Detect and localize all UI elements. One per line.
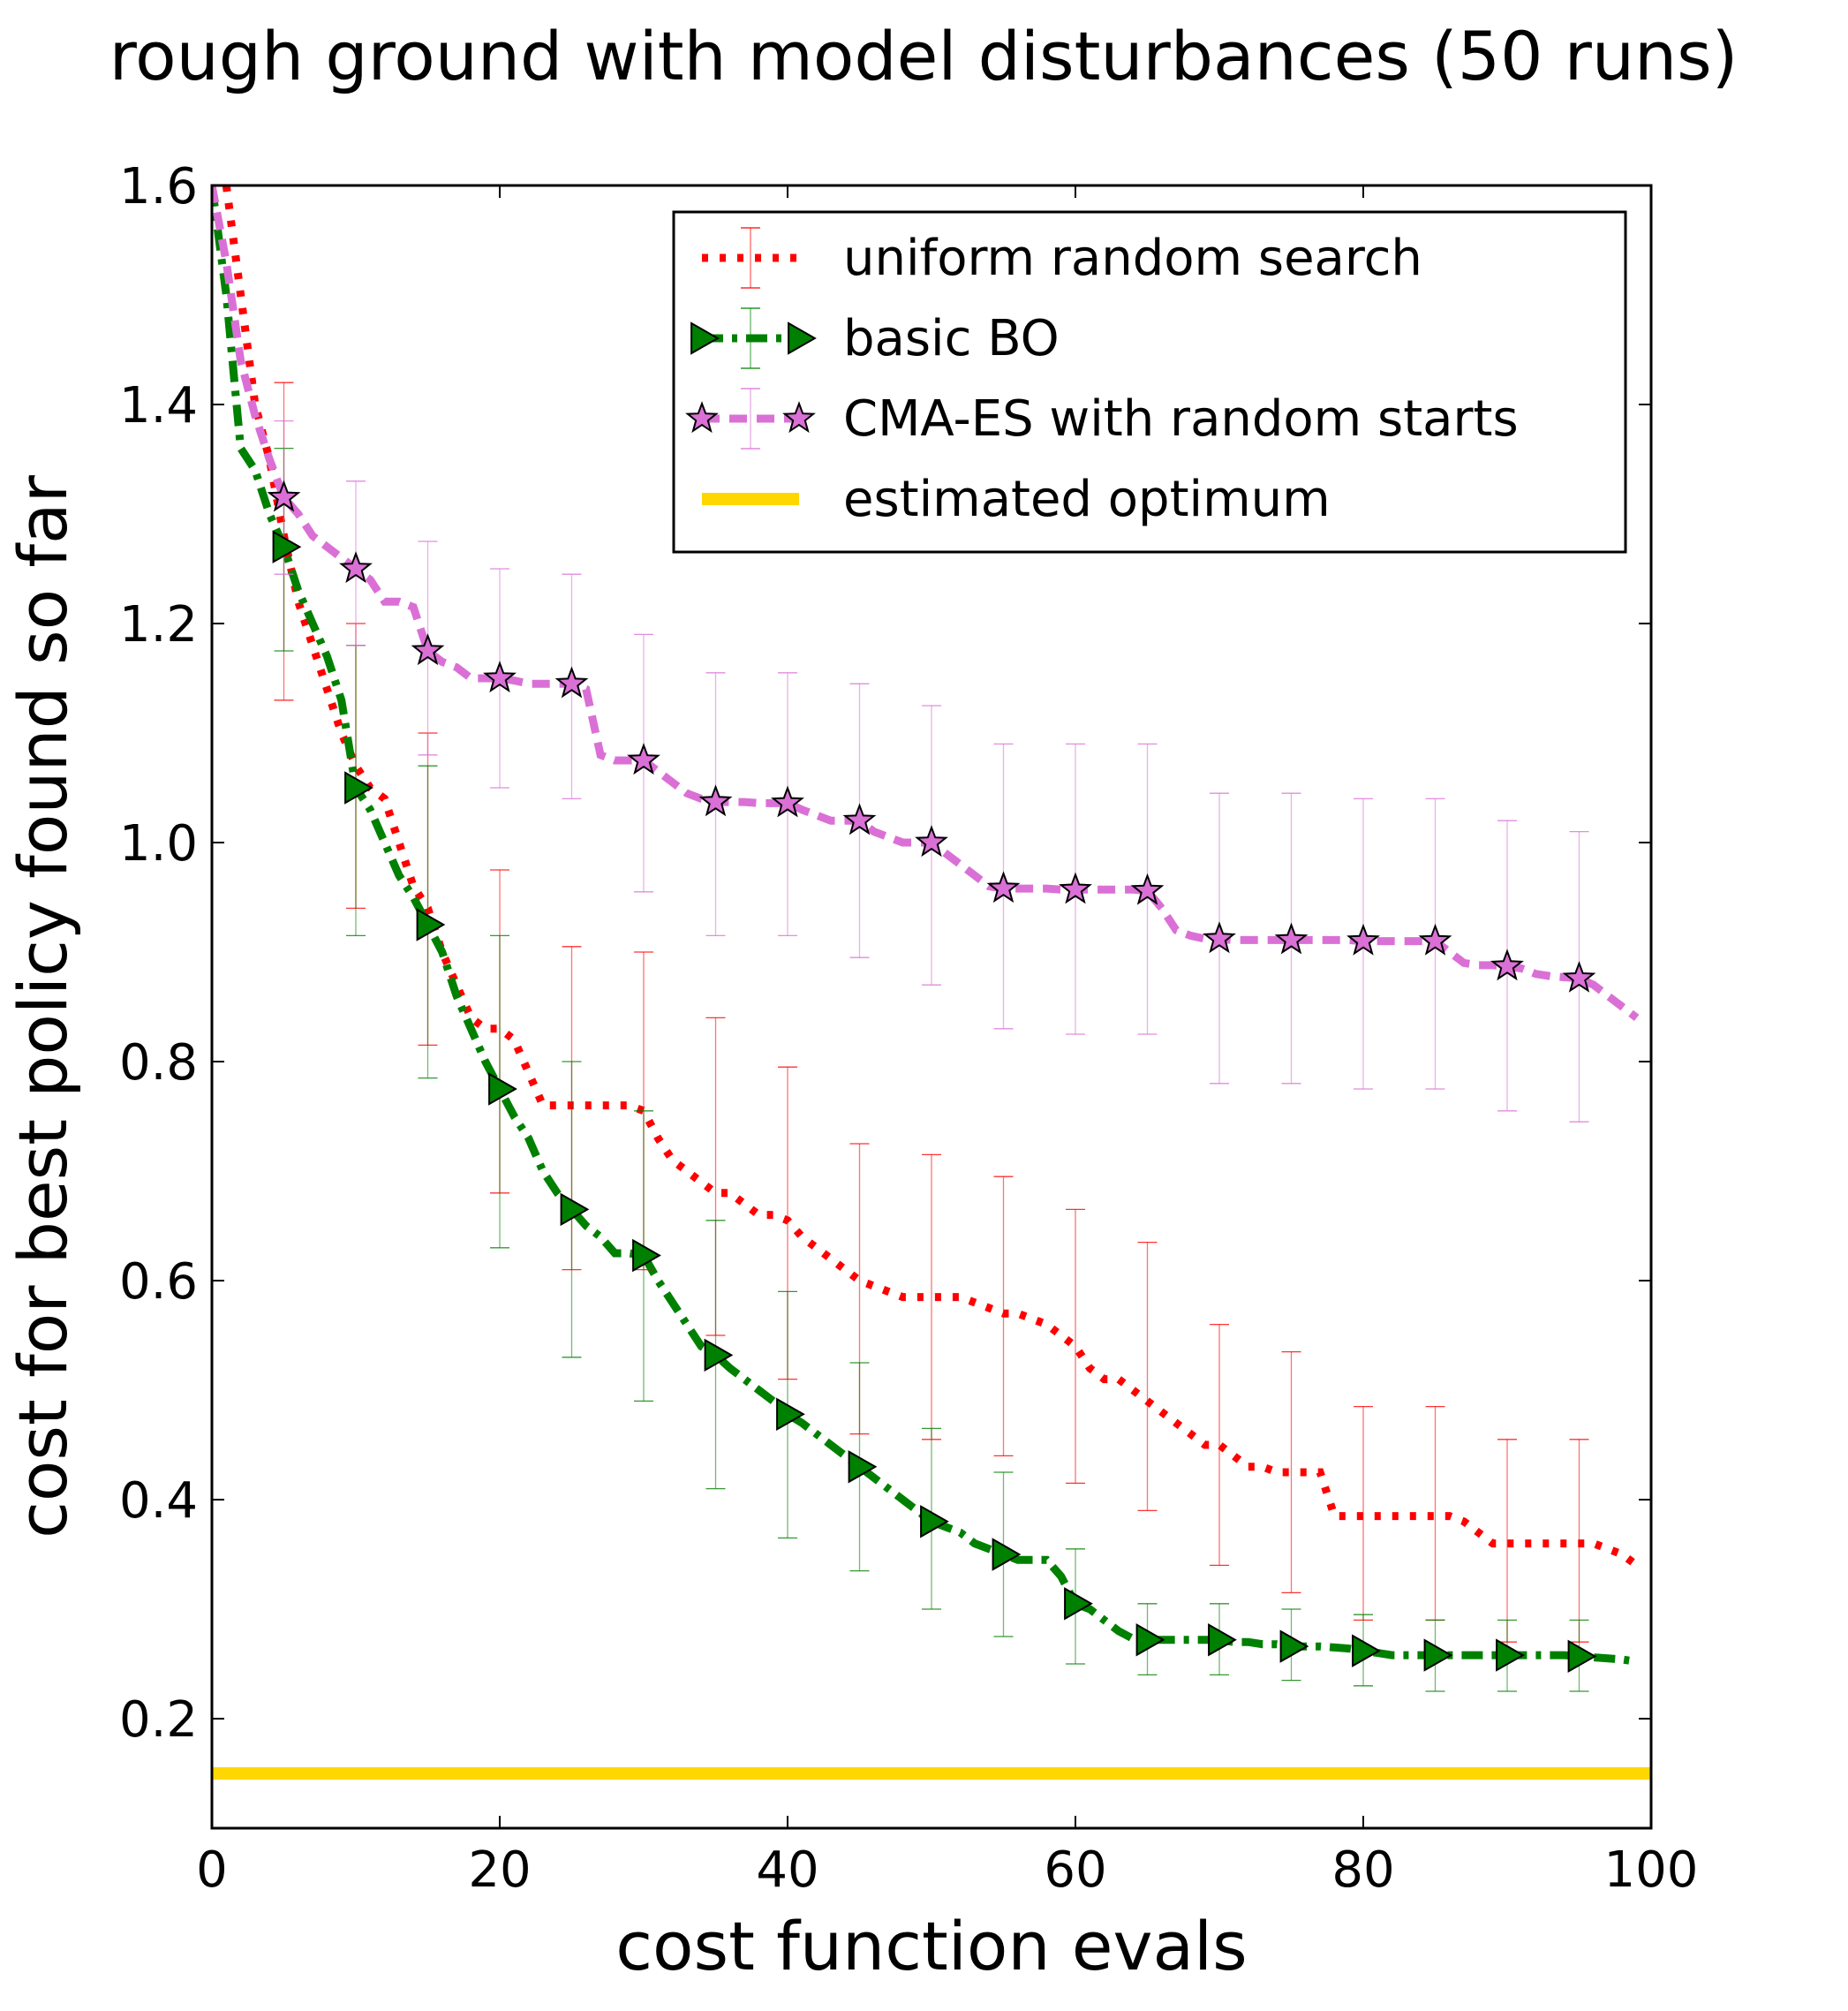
plot-frame — [210, 184, 1653, 1830]
y-tick-label: 0.6 — [119, 1253, 198, 1311]
legend: uniform random search basic BO CMA-ES with… — [672, 210, 1627, 554]
cma-es-with-random-starts-marker — [915, 825, 948, 858]
basic-bo-marker — [488, 1072, 517, 1106]
legend-label: estimated optimum — [843, 471, 1331, 528]
marker-layer — [267, 480, 1597, 1674]
cma-es-with-random-starts-marker — [339, 551, 373, 584]
basic-bo-marker — [1064, 1587, 1093, 1621]
x-tick-label: 60 — [1044, 1841, 1106, 1899]
y-tick-label: 1.6 — [119, 158, 198, 215]
cma-es-with-random-starts-marker — [1562, 960, 1596, 993]
basic-bo-marker — [1423, 1638, 1453, 1672]
basic-bo-marker — [416, 908, 446, 941]
basic-bo-marker — [560, 1192, 590, 1227]
basic-bo-marker — [848, 1450, 878, 1484]
basic-bo-marker — [704, 1338, 734, 1372]
legend-box — [672, 210, 1627, 554]
basic-bo-marker — [1352, 1634, 1381, 1667]
x-tick-label: 100 — [1604, 1841, 1699, 1899]
legend-marker — [685, 401, 719, 434]
y-tick-label: 1.4 — [119, 377, 198, 435]
basic-bo-marker — [992, 1538, 1022, 1571]
legend-label: uniform random search — [843, 230, 1422, 287]
chart-title: rough ground with model disturbances (50… — [109, 17, 1739, 95]
cma-es-with-random-starts-marker — [1130, 873, 1165, 905]
legend-marker — [690, 321, 720, 355]
cma-es-with-random-starts-marker — [1203, 921, 1236, 954]
cma-es-with-random-starts-marker — [771, 785, 804, 818]
basic-bo-marker — [776, 1397, 805, 1432]
cma-es-with-random-starts-marker — [1059, 872, 1092, 904]
y-axis-ticks: 0.2 0.4 0.6 0.8 1.0 1.2 1.4 1.6 — [119, 158, 1651, 1749]
y-tick-label: 0.8 — [119, 1034, 198, 1092]
basic-bo-marker — [1279, 1629, 1309, 1663]
cma-es-with-random-starts-marker — [554, 666, 589, 699]
cma-es-with-random-starts-marker — [1346, 923, 1380, 956]
basic-bo-marker — [1208, 1622, 1237, 1657]
cma-es-with-random-starts-marker — [627, 743, 660, 775]
basic-bo-marker — [920, 1505, 949, 1538]
legend-marker — [782, 401, 816, 434]
y-tick-label: 0.4 — [119, 1472, 198, 1530]
cma-es-with-random-starts-marker — [698, 784, 733, 817]
basic-bo-marker — [1496, 1638, 1525, 1672]
basic-bo-marker — [1567, 1639, 1597, 1674]
cma-es-with-random-starts-marker — [1274, 922, 1309, 955]
cma-es-with-random-starts-marker — [842, 803, 877, 835]
basic-bo-marker — [632, 1238, 661, 1273]
cma-es-with-random-starts-marker — [411, 633, 445, 666]
legend-marker — [788, 321, 817, 355]
cma-es-with-random-starts-marker — [1490, 949, 1524, 981]
x-tick-label: 80 — [1331, 1841, 1394, 1899]
y-axis-label: cost for best policy found so far — [4, 474, 82, 1538]
y-tick-label: 0.2 — [119, 1691, 198, 1749]
y-tick-label: 1.2 — [119, 596, 198, 654]
basic-bo-marker — [344, 771, 373, 805]
x-axis-label: cost function evals — [615, 1907, 1247, 1985]
legend-label: basic BO — [843, 310, 1060, 367]
basic-bo-marker — [1135, 1622, 1165, 1657]
uniform-random-search-line — [222, 185, 1640, 1569]
legend-label: CMA-ES with random starts — [843, 390, 1519, 448]
cma-es-with-random-starts-marker — [267, 480, 301, 512]
x-tick-label: 20 — [468, 1841, 531, 1899]
x-tick-label: 0 — [196, 1841, 228, 1899]
x-tick-label: 40 — [756, 1841, 818, 1899]
basic-bo-marker — [272, 530, 302, 563]
cma-es-with-random-starts-marker — [986, 871, 1021, 903]
cma-es-with-random-starts-marker — [1418, 923, 1452, 956]
x-axis-ticks: 0 20 40 60 80 100 — [196, 185, 1698, 1899]
y-tick-label: 1.0 — [119, 815, 198, 873]
cma-es-with-random-starts-marker — [483, 661, 517, 693]
